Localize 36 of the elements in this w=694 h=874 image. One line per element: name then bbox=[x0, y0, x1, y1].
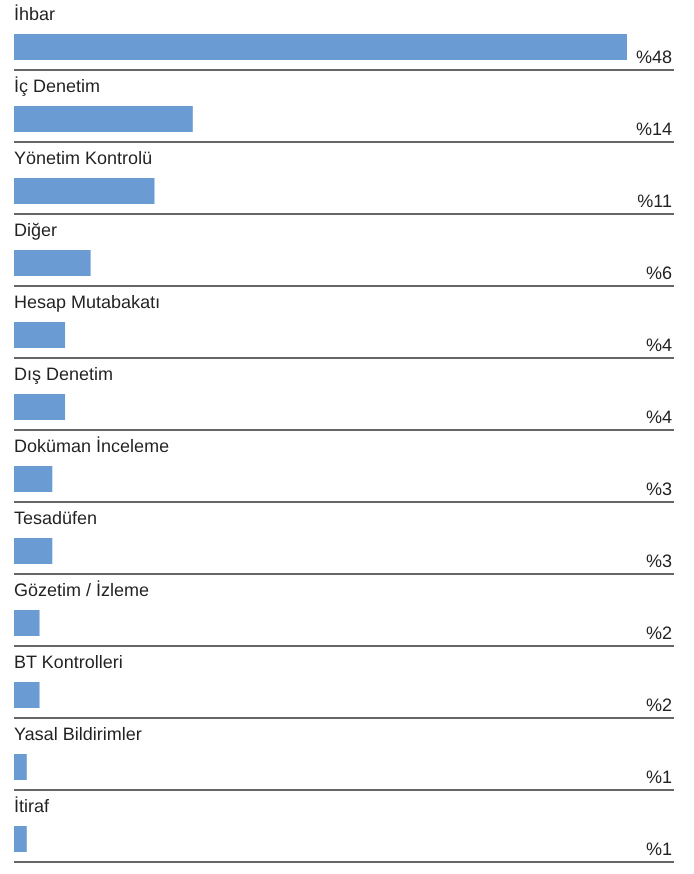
y-tick-label: Diğer bbox=[14, 220, 58, 240]
data-label: %3 bbox=[646, 551, 672, 571]
data-label: %11 bbox=[637, 191, 672, 211]
data-label: %1 bbox=[646, 839, 672, 859]
data-label: %2 bbox=[646, 623, 672, 643]
data-label: %3 bbox=[646, 479, 672, 499]
bar bbox=[14, 538, 52, 564]
bar bbox=[14, 178, 154, 204]
y-tick-label: Hesap Mutabakatı bbox=[14, 292, 160, 312]
bar bbox=[14, 106, 193, 132]
bar bbox=[14, 826, 27, 852]
data-label: %14 bbox=[636, 119, 672, 139]
y-tick-label: Yönetim Kontrolü bbox=[14, 148, 152, 168]
data-label: %4 bbox=[646, 407, 672, 427]
y-tick-label: İtiraf bbox=[14, 796, 50, 816]
bar bbox=[14, 466, 52, 492]
bar bbox=[14, 682, 40, 708]
y-tick-label: Yasal Bildirimler bbox=[14, 724, 142, 744]
y-tick-label: İç Denetim bbox=[14, 76, 100, 96]
data-label: %6 bbox=[646, 263, 672, 283]
y-tick-label: BT Kontrolleri bbox=[14, 652, 123, 672]
bar bbox=[14, 34, 627, 60]
y-tick-label: Doküman İnceleme bbox=[14, 436, 170, 456]
bar bbox=[14, 610, 40, 636]
y-tick-label: İhbar bbox=[14, 4, 56, 24]
bar bbox=[14, 250, 91, 276]
bar bbox=[14, 322, 66, 348]
data-label: %2 bbox=[646, 695, 672, 715]
y-tick-label: Dış Denetim bbox=[14, 364, 114, 384]
data-label: %1 bbox=[646, 767, 672, 787]
bar bbox=[14, 394, 66, 420]
data-label: %4 bbox=[646, 335, 672, 355]
data-label: %48 bbox=[636, 47, 672, 67]
bar bbox=[14, 754, 27, 780]
y-tick-label: Tesadüfen bbox=[14, 508, 98, 528]
y-tick-label: Gözetim / İzleme bbox=[14, 580, 150, 600]
